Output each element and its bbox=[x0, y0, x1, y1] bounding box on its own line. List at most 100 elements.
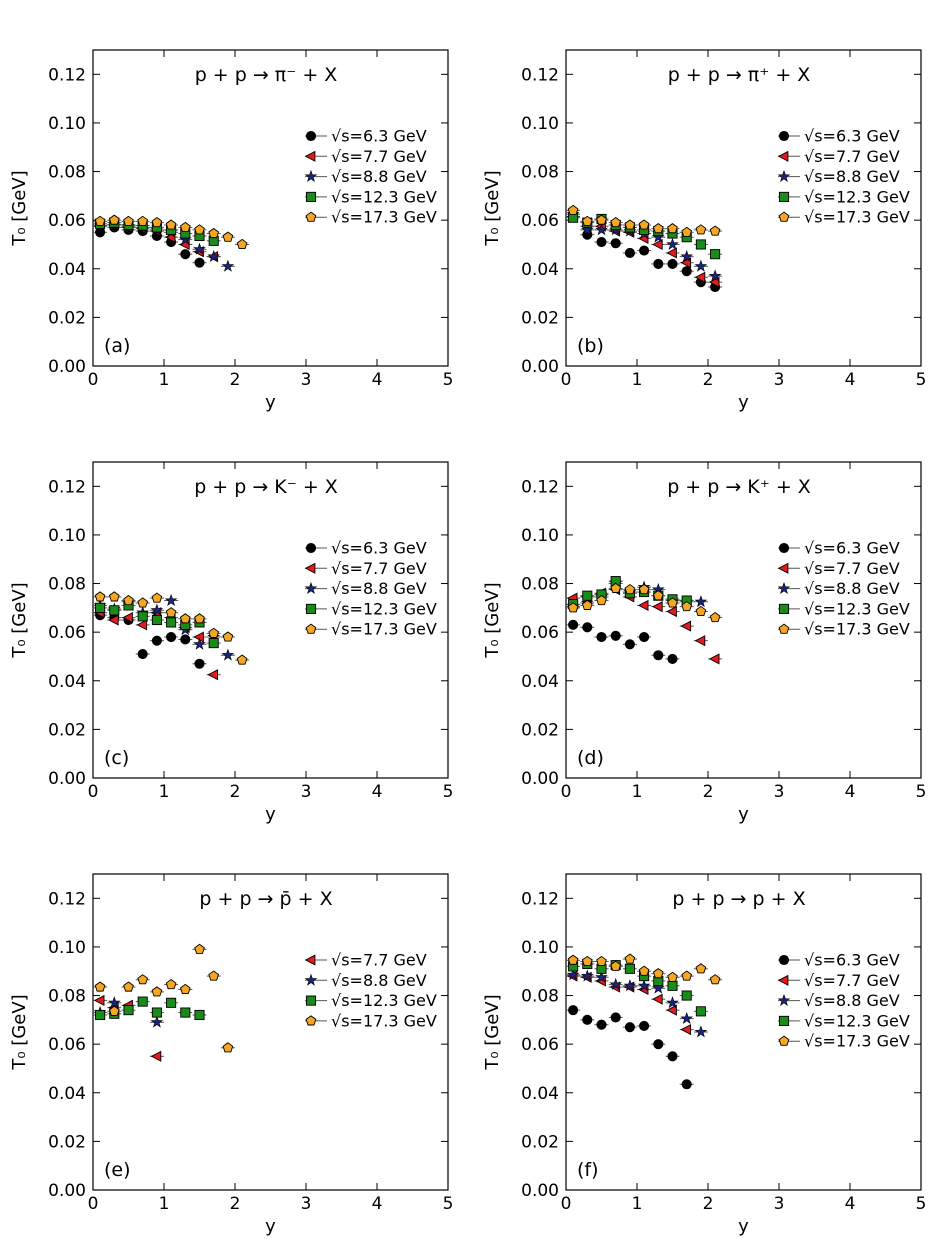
chart-title: p + p → π⁺ + X bbox=[668, 64, 811, 86]
data-point bbox=[666, 996, 679, 1009]
series-2 bbox=[566, 968, 708, 1038]
data-point bbox=[638, 583, 650, 595]
data-point bbox=[150, 603, 164, 616]
data-point bbox=[94, 981, 106, 992]
y-tick-label: 0.02 bbox=[48, 720, 86, 740]
data-point bbox=[596, 955, 607, 967]
data-point bbox=[193, 242, 206, 255]
data-point bbox=[193, 631, 204, 643]
data-point bbox=[667, 971, 678, 982]
series-2 bbox=[93, 996, 207, 1021]
legend-marker bbox=[778, 211, 790, 222]
legend-label: √s=6.3 GeV bbox=[804, 539, 900, 558]
data-point bbox=[609, 977, 623, 990]
data-point bbox=[623, 979, 637, 992]
plot-frame bbox=[92, 49, 449, 367]
data-point bbox=[652, 223, 664, 234]
y-tick-label: 0.04 bbox=[521, 1084, 559, 1104]
y-tick-label: 0.00 bbox=[48, 769, 86, 789]
y-tick-label: 0.10 bbox=[521, 114, 559, 134]
y-tick-label: 0.10 bbox=[48, 938, 86, 958]
data-point bbox=[624, 963, 635, 974]
y-tick-label: 0.00 bbox=[48, 1181, 86, 1201]
legend-entry: √s=12.3 GeV bbox=[305, 991, 437, 1010]
x-tick-label: 3 bbox=[774, 370, 785, 390]
series-0 bbox=[566, 1005, 694, 1090]
data-point bbox=[137, 597, 149, 608]
x-tick-label: 0 bbox=[561, 1194, 572, 1214]
x-axis-label: y bbox=[265, 804, 276, 825]
data-point bbox=[695, 239, 706, 250]
y-tick-label: 0.12 bbox=[521, 65, 559, 85]
data-point bbox=[179, 221, 191, 232]
y-axis-label: T₀ [GeV] bbox=[482, 582, 503, 658]
legend-entry: √s=12.3 GeV bbox=[778, 187, 910, 206]
legend-label: √s=8.8 GeV bbox=[804, 991, 900, 1010]
data-point bbox=[221, 259, 235, 272]
y-axis-label: T₀ [GeV] bbox=[9, 582, 30, 658]
y-tick-label: 0.02 bbox=[48, 308, 86, 328]
data-point bbox=[568, 1005, 579, 1016]
x-tick-label: 3 bbox=[774, 782, 785, 802]
data-point bbox=[581, 955, 593, 967]
data-point bbox=[667, 597, 678, 608]
legend-marker bbox=[778, 623, 790, 634]
data-point bbox=[624, 953, 636, 964]
y-tick-label: 0.10 bbox=[521, 526, 559, 546]
x-axis-label: y bbox=[738, 804, 749, 825]
legend-label: √s=17.3 GeV bbox=[804, 1032, 910, 1051]
chart-title: p + p → p + X bbox=[672, 888, 805, 910]
data-point bbox=[694, 595, 708, 608]
x-tick-label: 1 bbox=[632, 1194, 643, 1214]
data-point bbox=[180, 1007, 191, 1018]
data-point bbox=[194, 257, 205, 268]
x-tick-label: 0 bbox=[88, 370, 99, 390]
legend-marker bbox=[305, 603, 317, 614]
x-tick-label: 1 bbox=[632, 782, 643, 802]
legend-marker bbox=[305, 211, 317, 222]
legend-marker bbox=[777, 562, 789, 574]
legend-label: √s=8.8 GeV bbox=[804, 167, 900, 186]
data-point bbox=[610, 582, 622, 593]
chart-title: p + p → K⁺ + X bbox=[667, 476, 811, 498]
y-tick-label: 0.02 bbox=[521, 308, 559, 328]
data-point bbox=[166, 631, 177, 643]
panel-label: (e) bbox=[104, 1159, 131, 1181]
x-tick-label: 5 bbox=[916, 1194, 927, 1214]
data-point bbox=[651, 981, 665, 994]
data-point bbox=[694, 271, 706, 283]
legend-entry: √s=6.3 GeV bbox=[305, 539, 427, 558]
legend-label: √s=8.8 GeV bbox=[331, 167, 427, 186]
data-point bbox=[637, 979, 651, 992]
legend-marker bbox=[305, 191, 317, 202]
legend-entry: √s=6.3 GeV bbox=[778, 951, 900, 970]
data-point bbox=[180, 634, 191, 645]
y-tick-label: 0.04 bbox=[48, 260, 86, 280]
data-point bbox=[610, 1012, 621, 1023]
data-point bbox=[137, 648, 148, 660]
data-point bbox=[624, 583, 636, 595]
y-tick-label: 0.12 bbox=[48, 65, 86, 85]
y-tick-label: 0.08 bbox=[521, 987, 559, 1007]
legend-marker bbox=[777, 169, 791, 182]
data-point bbox=[123, 594, 134, 606]
legend-label: √s=8.8 GeV bbox=[804, 579, 900, 598]
x-tick-label: 2 bbox=[230, 1194, 241, 1214]
x-tick-label: 4 bbox=[845, 1194, 856, 1214]
x-axis-label: y bbox=[265, 392, 276, 413]
panel-label: (f) bbox=[577, 1159, 599, 1181]
data-point bbox=[652, 968, 664, 979]
x-tick-label: 2 bbox=[230, 782, 241, 802]
data-point bbox=[695, 963, 707, 974]
y-tick-label: 0.06 bbox=[48, 623, 86, 643]
data-point bbox=[93, 994, 105, 1006]
data-point bbox=[194, 1009, 205, 1021]
data-point bbox=[652, 993, 663, 1005]
x-axis-label: y bbox=[738, 1216, 749, 1237]
data-point bbox=[222, 631, 234, 642]
legend-marker bbox=[778, 542, 790, 554]
legend-label: √s=6.3 GeV bbox=[331, 539, 427, 558]
y-tick-label: 0.04 bbox=[48, 1084, 86, 1104]
data-point bbox=[582, 590, 593, 601]
data-point bbox=[708, 653, 720, 665]
